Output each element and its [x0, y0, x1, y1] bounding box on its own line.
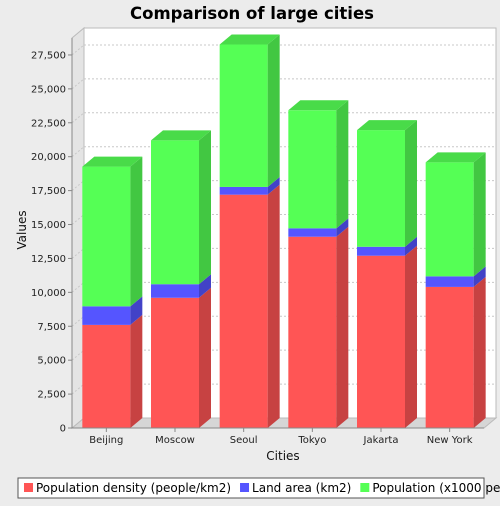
bar-segment — [357, 255, 405, 428]
grid-line-wall — [71, 248, 85, 259]
bar-segment — [288, 236, 337, 428]
bar-segment-side — [405, 120, 417, 247]
bar-segment — [425, 162, 474, 277]
bar-segment-side — [199, 274, 211, 298]
bar-segment-side — [336, 226, 349, 428]
grid-line-wall — [71, 214, 85, 225]
bar-segment — [425, 276, 474, 287]
grid-line-wall — [71, 146, 85, 158]
x-axis-title: Cities — [266, 449, 299, 463]
bar-segment-side — [267, 184, 280, 428]
legend-swatch — [24, 483, 33, 492]
y-tick-label: 20,000 — [31, 152, 66, 163]
legend: Population density (people/km2) Land area… — [17, 477, 500, 499]
y-axis: 0 2,500 5,000 7,500 10,000 12,500 15,000 17,500… — [31, 38, 73, 435]
grid-line-wall — [71, 315, 85, 327]
y-tick-label: 10,000 — [31, 288, 66, 299]
y-tick-label: 17,500 — [31, 186, 66, 197]
bar-segment-side — [405, 236, 417, 256]
bar-segment-side — [199, 287, 211, 428]
bar-segment-side — [473, 152, 486, 277]
bar-segment — [151, 284, 199, 298]
bar-segment — [82, 166, 131, 307]
x-tick-label: Tokyo — [297, 435, 326, 446]
y-tick-label: 0 — [60, 424, 66, 435]
y-tick-label: 25,000 — [31, 84, 66, 95]
y-tick-label: 22,500 — [31, 118, 66, 129]
bar-segment — [219, 186, 268, 195]
bar-segment — [219, 194, 268, 428]
bar-top — [288, 100, 349, 111]
y-tick-label: 15,000 — [31, 220, 66, 231]
grid-line-wall — [71, 180, 85, 191]
bar-segment — [151, 297, 199, 428]
bar-segment — [288, 110, 337, 229]
x-tick-label: New York — [427, 435, 473, 446]
bar-segment — [82, 324, 131, 428]
bar-segment-side — [336, 100, 349, 229]
x-tick-label: Moscow — [155, 435, 195, 446]
bar-top — [425, 152, 486, 163]
x-tick-label: Jakarta — [363, 435, 399, 446]
grid-line-wall — [71, 44, 85, 56]
x-tick-label: Seoul — [230, 435, 258, 446]
bar-top — [219, 34, 280, 45]
chart-title: Comparison of large cities — [130, 4, 374, 23]
bar-segment-side — [405, 245, 417, 428]
bar-segment-side — [473, 266, 486, 287]
grid-line-wall — [71, 349, 85, 361]
y-tick-label: 27,500 — [31, 50, 66, 61]
x-axis: Beijing Moscow Seoul Tokyo Jakarta New York — [72, 427, 484, 446]
bar-top — [151, 130, 211, 141]
bar-segment — [219, 44, 268, 187]
bar-segment — [357, 130, 405, 247]
legend-label: Population (x1000 people) — [372, 481, 500, 495]
y-axis-title: Values — [15, 210, 29, 249]
y-tick-label: 7,500 — [37, 322, 66, 333]
bar-segment — [151, 140, 199, 285]
bar-segment-side — [267, 34, 280, 187]
bar-segment-side — [336, 218, 349, 237]
bar-segment-side — [130, 314, 143, 428]
legend-swatch — [360, 483, 370, 492]
bar-segment — [357, 246, 405, 256]
bar-top — [82, 156, 143, 167]
grid-line-wall — [71, 78, 85, 90]
bar-segment-side — [267, 176, 280, 195]
bar-segment — [425, 286, 474, 428]
bar-segment-side — [130, 156, 143, 307]
bar-segment-side — [130, 296, 143, 325]
grid-line-wall — [71, 383, 85, 395]
bar-segment — [288, 228, 337, 237]
legend-label: Population density (people/km2) — [36, 481, 231, 495]
y-tick-label: 5,000 — [37, 356, 66, 367]
legend-label: Land area (km2) — [252, 481, 351, 495]
y-tick-label: 12,500 — [31, 254, 66, 265]
bar-segment-side — [199, 130, 211, 285]
grid-line-wall — [71, 281, 85, 293]
bar-segment-side — [473, 276, 486, 428]
bar-top — [357, 120, 417, 131]
bar-segment — [82, 306, 131, 325]
y-tick-label: 2,500 — [37, 390, 66, 401]
x-tick-label: Beijing — [89, 435, 123, 446]
legend-swatch — [240, 483, 250, 492]
grid-line-wall — [71, 112, 85, 124]
bar-series-group — [82, 34, 486, 428]
